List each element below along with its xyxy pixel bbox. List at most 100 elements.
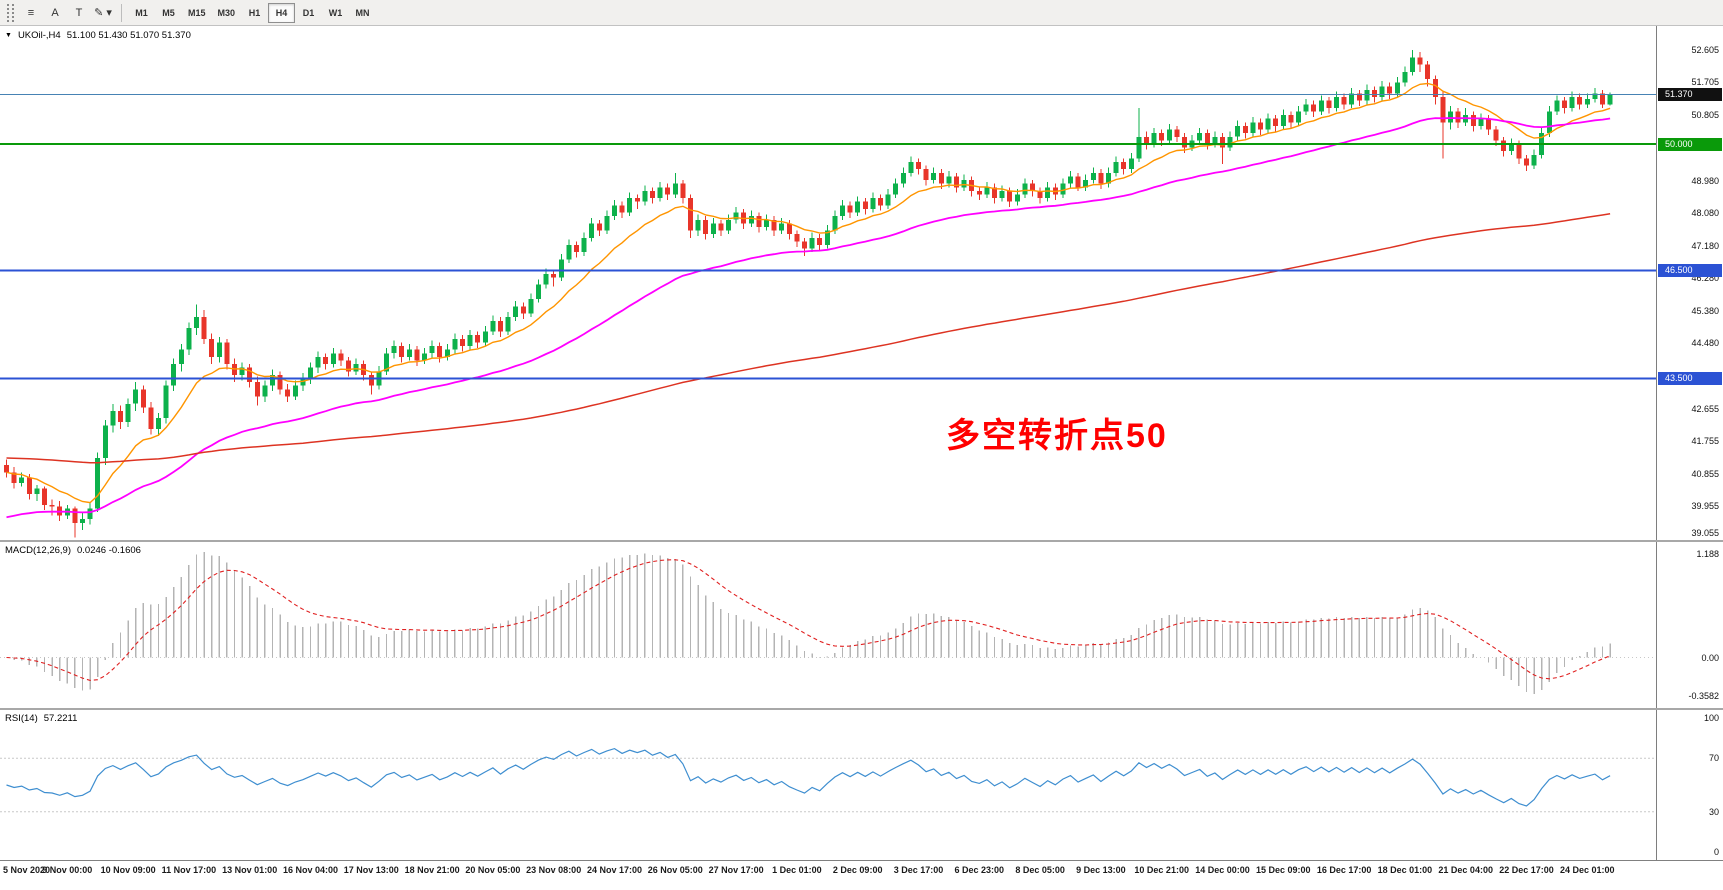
- tool-label-a-button[interactable]: A: [51, 6, 59, 19]
- time-label: 16 Dec 17:00: [1316, 865, 1372, 875]
- timeframe-m1-button[interactable]: M1: [135, 7, 148, 18]
- main-chart-panel: ▼ UKOil-,H4 51.100 51.430 51.070 51.370 …: [0, 26, 1723, 540]
- macd-tick: 0.00: [1701, 652, 1719, 663]
- time-label: 23 Nov 08:00: [526, 865, 582, 875]
- panel-resize-handle[interactable]: [0, 540, 1723, 542]
- price-tick: 46.280: [1691, 273, 1719, 284]
- timeframe-h1-button[interactable]: H1: [248, 7, 261, 18]
- level-badge-43-500: 43.500: [1658, 372, 1722, 385]
- rsi-label: RSI(14) 57.2211: [5, 713, 83, 724]
- macd-histogram: [13, 552, 1611, 694]
- price-tick: 47.180: [1691, 240, 1719, 251]
- price-tick: 42.655: [1691, 403, 1719, 414]
- timeframe-button-group: M1 M5 M15 M30 H1 H4 D1 W1 MN: [128, 2, 376, 23]
- price-tick: 39.055: [1691, 528, 1719, 538]
- time-label: 20 Nov 05:00: [465, 865, 521, 875]
- time-label: 11 Nov 17:00: [161, 865, 217, 875]
- time-axis[interactable]: 5 Nov 2020 9 Nov 00:00 10 Nov 09:00 11 Nov …: [0, 860, 1723, 890]
- symbol-label: UKOil-,H4: [17, 30, 61, 41]
- timeframe-m15-button[interactable]: M15: [188, 7, 206, 18]
- rsi-scale[interactable]: 100 70 30 0: [1656, 710, 1723, 860]
- time-label: 26 Nov 05:00: [647, 865, 703, 875]
- chart-title: ▼ UKOil-,H4 51.100 51.430 51.070 51.370: [5, 30, 191, 41]
- price-tick: 40.855: [1691, 468, 1719, 479]
- price-tick: 52.605: [1691, 45, 1719, 55]
- price-tick: 41.755: [1691, 436, 1719, 447]
- tool-text-box-button[interactable]: T: [75, 6, 83, 19]
- chart-area: ▼ UKOil-,H4 51.100 51.430 51.070 51.370 …: [0, 26, 1723, 890]
- rsi-line: [6, 747, 1611, 807]
- main-chart-svg[interactable]: [0, 26, 1656, 540]
- timeframe-m5-button[interactable]: M5: [162, 7, 175, 18]
- time-label: 27 Nov 17:00: [708, 865, 764, 875]
- time-label: 22 Dec 17:00: [1499, 865, 1554, 875]
- time-label: 9 Nov 00:00: [42, 865, 93, 875]
- ma-mid-line[interactable]: [6, 117, 1611, 519]
- time-label: 13 Nov 01:00: [222, 865, 278, 875]
- tool-button-group: ≡ A T ✎ ▾: [19, 2, 115, 23]
- timeframe-m30-button[interactable]: M30: [217, 7, 236, 18]
- macd-scale[interactable]: 1.188 0.00 -0.3582: [1656, 542, 1723, 708]
- time-label: 10 Nov 09:00: [100, 865, 156, 875]
- ma-fast-line[interactable]: [6, 82, 1611, 504]
- rsi-tick: 30: [1708, 806, 1719, 817]
- rsi-tick: 100: [1703, 713, 1719, 723]
- macd-label: MACD(12,26,9) 0.0246 -0.1606: [5, 545, 147, 556]
- ohlc-values: 51.100 51.430 51.070 51.370: [66, 30, 191, 41]
- rsi-tick: 0: [1713, 847, 1719, 857]
- time-label: 24 Dec 01:00: [1560, 865, 1615, 875]
- timeframe-h4-button[interactable]: H4: [268, 2, 296, 23]
- time-label: 9 Dec 13:00: [1076, 865, 1126, 875]
- toolbar-grip[interactable]: [7, 3, 14, 22]
- price-scale[interactable]: 52.605 51.705 50.805 48.980 48.080 47.180 46.2…: [1656, 26, 1723, 540]
- macd-tick: -0.3582: [1688, 691, 1719, 701]
- price-tick: 50.805: [1691, 109, 1719, 120]
- price-tick: 45.380: [1691, 305, 1719, 316]
- time-label: 21 Dec 04:00: [1438, 865, 1493, 875]
- level-badge-46-500: 46.500: [1658, 263, 1722, 277]
- toolbar-separator: [121, 3, 122, 22]
- level-badge-50-000: 50.000: [1658, 137, 1722, 151]
- rsi-value: 57.2211: [43, 713, 78, 724]
- timeframe-w1-button[interactable]: W1: [328, 7, 343, 18]
- time-label: 10 Dec 21:00: [1134, 865, 1189, 875]
- price-tick: 51.705: [1691, 77, 1719, 88]
- tool-draw-arrow-button[interactable]: ✎ ▾: [94, 7, 112, 19]
- symbol-dropdown-icon[interactable]: ▼: [5, 32, 12, 39]
- macd-chart-svg[interactable]: [0, 542, 1656, 708]
- price-tick: 48.080: [1691, 208, 1719, 219]
- chart-annotation[interactable]: 多空转折点50: [946, 417, 1168, 455]
- price-tick: 39.955: [1691, 501, 1719, 512]
- panel-resize-handle[interactable]: [0, 708, 1723, 710]
- macd-signal-line: [6, 559, 1611, 681]
- macd-tick: 1.188: [1696, 549, 1719, 559]
- time-label: 2 Dec 09:00: [832, 865, 883, 875]
- time-label: 15 Dec 09:00: [1256, 865, 1311, 875]
- rsi-panel: RSI(14) 57.2211 100 70 30 0: [0, 710, 1723, 860]
- rsi-tick: 70: [1708, 753, 1719, 764]
- timeframe-mn-button[interactable]: MN: [355, 7, 370, 18]
- rsi-name: RSI(14): [5, 713, 38, 724]
- price-tick: 44.480: [1691, 338, 1719, 349]
- candles-layer[interactable]: [4, 49, 1613, 538]
- price-tick: 48.980: [1691, 175, 1719, 186]
- time-label: 24 Nov 17:00: [586, 865, 643, 875]
- tool-chart-properties-button[interactable]: ≡: [27, 6, 35, 19]
- rsi-chart-svg[interactable]: [0, 710, 1656, 860]
- time-label: 14 Dec 00:00: [1195, 865, 1250, 875]
- time-label: 18 Nov 21:00: [404, 865, 460, 875]
- time-label: 8 Dec 05:00: [1015, 865, 1065, 875]
- current-price-badge: 51.370: [1658, 88, 1722, 102]
- time-label: 6 Dec 23:00: [954, 865, 1005, 875]
- ma-slow-line[interactable]: [6, 213, 1611, 464]
- macd-values: 0.0246 -0.1606: [77, 545, 141, 556]
- macd-panel: MACD(12,26,9) 0.0246 -0.1606 1.188 0.00 -0.…: [0, 542, 1723, 708]
- macd-name: MACD(12,26,9): [5, 545, 71, 556]
- timeframe-d1-button[interactable]: D1: [302, 7, 315, 18]
- time-label: 16 Nov 04:00: [282, 865, 339, 875]
- time-label: 5 Nov 2020: [3, 865, 51, 875]
- time-label: 18 Dec 01:00: [1377, 865, 1433, 875]
- toolbar: ≡ A T ✎ ▾ M1 M5 M15 M30 H1 H4 D1 W1 MN: [0, 0, 1723, 26]
- time-label: 1 Dec 01:00: [772, 865, 822, 875]
